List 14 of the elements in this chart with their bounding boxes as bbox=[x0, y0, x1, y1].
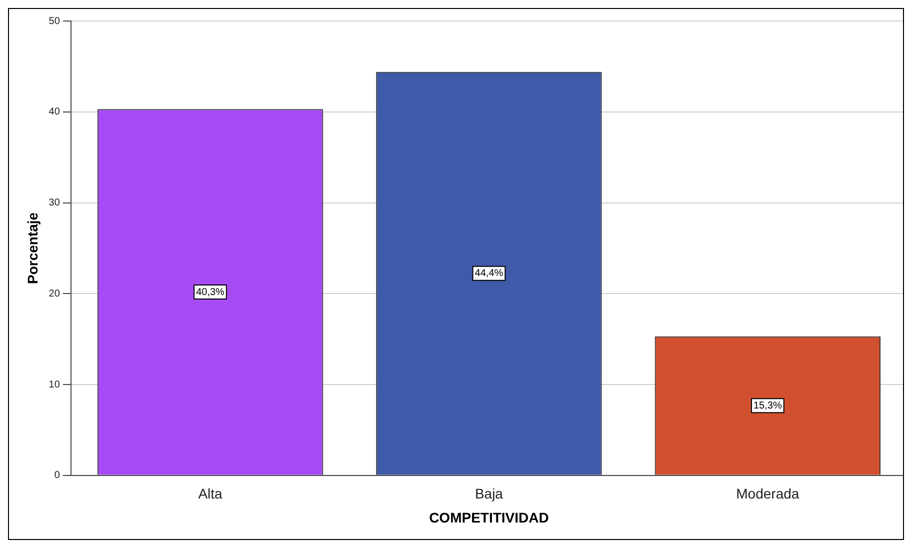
x-axis-title: COMPETITIVIDAD bbox=[429, 509, 549, 526]
y-axis-title: Porcentaje bbox=[24, 212, 40, 284]
y-tick-label: 50 bbox=[48, 16, 60, 27]
y-tick-label: 30 bbox=[48, 198, 60, 209]
y-tick-label: 10 bbox=[48, 379, 60, 390]
y-tick-label: 40 bbox=[48, 106, 60, 118]
y-tick-label: 20 bbox=[48, 288, 60, 300]
x-tick-label: Alta bbox=[198, 486, 223, 502]
data-label: 15,3% bbox=[753, 400, 782, 412]
data-label: 40,3% bbox=[196, 286, 225, 298]
data-label: 44,4% bbox=[474, 268, 504, 280]
y-tick-label: 0 bbox=[54, 470, 60, 482]
x-tick-label: Baja bbox=[474, 486, 504, 502]
x-tick-label: Moderada bbox=[736, 486, 800, 502]
